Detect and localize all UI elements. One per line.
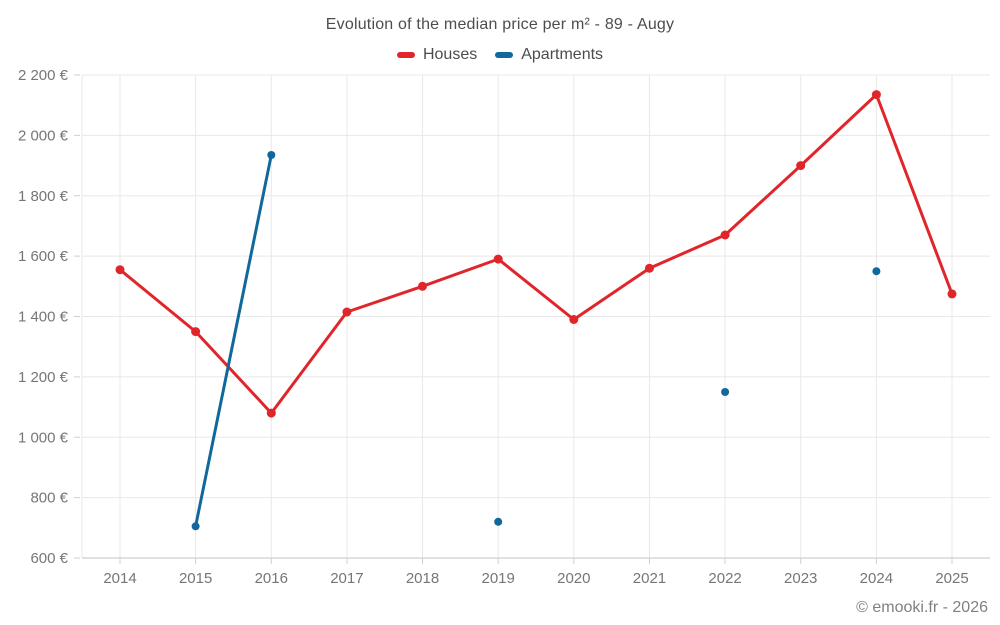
houses-point-2020[interactable] bbox=[569, 315, 579, 324]
apartments-legend-label: Apartments bbox=[521, 46, 604, 63]
chart-legend: Houses Apartments bbox=[0, 46, 1000, 64]
houses-point-2015[interactable] bbox=[191, 327, 201, 337]
x-tick-label: 2024 bbox=[860, 570, 893, 587]
legend-item-apartments[interactable]: Apartments bbox=[495, 46, 603, 64]
houses-point-2017[interactable] bbox=[342, 307, 352, 317]
x-tick-label: 2021 bbox=[633, 570, 666, 587]
houses-point-2018[interactable] bbox=[418, 281, 427, 291]
apartments-line bbox=[194, 153, 273, 528]
apartments-point-2024[interactable] bbox=[872, 267, 881, 276]
x-tick-label: 2016 bbox=[255, 570, 288, 587]
y-tick-label: 600 € bbox=[30, 550, 68, 567]
y-tick-label: 1 600 € bbox=[18, 248, 69, 265]
apartments-point-2015[interactable] bbox=[191, 522, 200, 531]
x-tick-label: 2023 bbox=[784, 570, 817, 587]
houses-legend-label: Houses bbox=[422, 46, 478, 63]
x-tick-label: 2015 bbox=[179, 570, 212, 587]
houses-point-2024[interactable] bbox=[871, 90, 881, 100]
x-tick-label: 2022 bbox=[708, 570, 741, 587]
y-tick-label: 800 € bbox=[30, 490, 68, 507]
apartments-point-2022[interactable] bbox=[721, 388, 730, 396]
houses-point-2022[interactable] bbox=[720, 230, 730, 240]
houses-point-2023[interactable] bbox=[796, 161, 806, 171]
x-tick-label: 2014 bbox=[103, 570, 136, 587]
houses-legend-swatch-icon bbox=[396, 52, 415, 58]
y-tick-label: 1 200 € bbox=[18, 369, 69, 386]
y-tick-label: 1 400 € bbox=[18, 309, 69, 326]
apartments-point-2016[interactable] bbox=[267, 151, 276, 159]
x-tick-label: 2018 bbox=[406, 570, 439, 587]
copyright-label: © emooki.fr - 2026 bbox=[856, 599, 988, 616]
houses-line bbox=[118, 93, 954, 415]
x-tick-label: 2025 bbox=[935, 570, 968, 587]
chart-title: Evolution of the median price per m² - 8… bbox=[325, 16, 675, 33]
y-tick-label: 1 800 € bbox=[18, 188, 69, 205]
houses-point-2019[interactable] bbox=[493, 254, 503, 264]
x-tick-label: 2019 bbox=[481, 570, 514, 587]
houses-point-2021[interactable] bbox=[645, 263, 654, 273]
houses-point-2025[interactable] bbox=[947, 289, 957, 299]
y-tick-label: 2 000 € bbox=[18, 127, 69, 144]
y-tick-label: 1 000 € bbox=[18, 429, 69, 446]
y-tick-label: 2 200 € bbox=[18, 67, 69, 84]
x-tick-label: 2020 bbox=[557, 570, 590, 587]
houses-point-2014[interactable] bbox=[115, 265, 125, 275]
legend-item-houses[interactable]: Houses bbox=[396, 46, 478, 64]
x-tick-label: 2017 bbox=[330, 570, 363, 587]
apartments-legend-swatch-icon bbox=[495, 52, 514, 58]
apartments-point-2019[interactable] bbox=[494, 517, 503, 526]
houses-point-2016[interactable] bbox=[266, 408, 276, 418]
